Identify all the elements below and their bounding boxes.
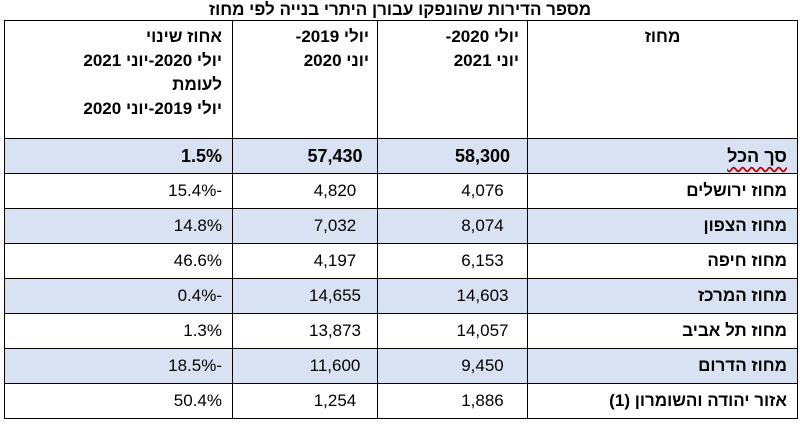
row-current: 8,074 (377, 208, 528, 244)
row-change: 46.6% (4, 243, 233, 279)
table-row: מחוז חיפה 6,153 4,197 46.6% (4, 243, 798, 279)
row-region: מחוז חיפה (527, 243, 798, 279)
row-region: מחוז הצפון (527, 208, 798, 244)
row-previous: 57,430 (232, 138, 378, 174)
row-current: 6,153 (377, 243, 528, 279)
table-row: מחוז תל אביב 14,057 13,873 1.3% (4, 313, 798, 349)
row-region: אזור יהודה והשומרון (1) (527, 383, 798, 419)
table-row: מחוז ירושלים 4,076 4,820 -15.4% (4, 173, 798, 209)
row-previous: 7,032 (232, 208, 378, 244)
table-row: מחוז הדרום 9,450 11,600 -18.5% (4, 348, 798, 384)
row-region: מחוז ירושלים (527, 173, 798, 209)
table-row: מחוז הצפון 8,074 7,032 14.8% (4, 208, 798, 244)
row-change: -18.5% (4, 348, 233, 384)
row-previous: 11,600 (232, 348, 378, 384)
row-region: סך הכל (527, 138, 798, 174)
row-current: 14,603 (377, 278, 528, 314)
row-change: 1.3% (4, 313, 233, 349)
row-current: 9,450 (377, 348, 528, 384)
row-change: 1.5% (4, 138, 233, 174)
header-period-current-label: יולי 2020- יוני 2021 (445, 27, 519, 70)
row-region: מחוז הדרום (527, 348, 798, 384)
row-previous: 13,873 (232, 313, 378, 349)
row-region: מחוז המרכז (527, 278, 798, 314)
row-current: 58,300 (377, 138, 528, 174)
row-change: 14.8% (4, 208, 233, 244)
table-row: אזור יהודה והשומרון (1) 1,886 1,254 50.4… (4, 383, 798, 419)
row-previous: 4,820 (232, 173, 378, 209)
permits-table: מחוז יולי 2020- יוני 2021 יולי 2019- יונ… (4, 20, 798, 419)
header-region-label: מחוז (644, 27, 681, 46)
header-period-previous: יולי 2019- יוני 2020 (232, 20, 378, 139)
row-change: -0.4% (4, 278, 233, 314)
header-period-current: יולי 2020- יוני 2021 (377, 20, 528, 139)
row-change: -15.4% (4, 173, 233, 209)
row-previous: 1,254 (232, 383, 378, 419)
header-change-label: אחוז שינוי יולי 2020-יוני 2021 לעומת יול… (83, 27, 222, 118)
row-previous: 4,197 (232, 243, 378, 279)
row-region: מחוז תל אביב (527, 313, 798, 349)
header-change: אחוז שינוי יולי 2020-יוני 2021 לעומת יול… (4, 20, 233, 139)
header-period-previous-label: יולי 2019- יוני 2020 (295, 27, 369, 70)
header-region: מחוז (527, 20, 798, 139)
header-row: מחוז יולי 2020- יוני 2021 יולי 2019- יונ… (4, 20, 798, 139)
row-current: 4,076 (377, 173, 528, 209)
row-current: 1,886 (377, 383, 528, 419)
table-row: מחוז המרכז 14,603 14,655 -0.4% (4, 278, 798, 314)
row-current: 14,057 (377, 313, 528, 349)
row-previous: 14,655 (232, 278, 378, 314)
table-title: מספר הדירות שהונפקו עבורן היתרי בנייה לפ… (208, 0, 592, 19)
row-change: 50.4% (4, 383, 233, 419)
table-row-total: סך הכל 58,300 57,430 1.5% (4, 138, 798, 174)
